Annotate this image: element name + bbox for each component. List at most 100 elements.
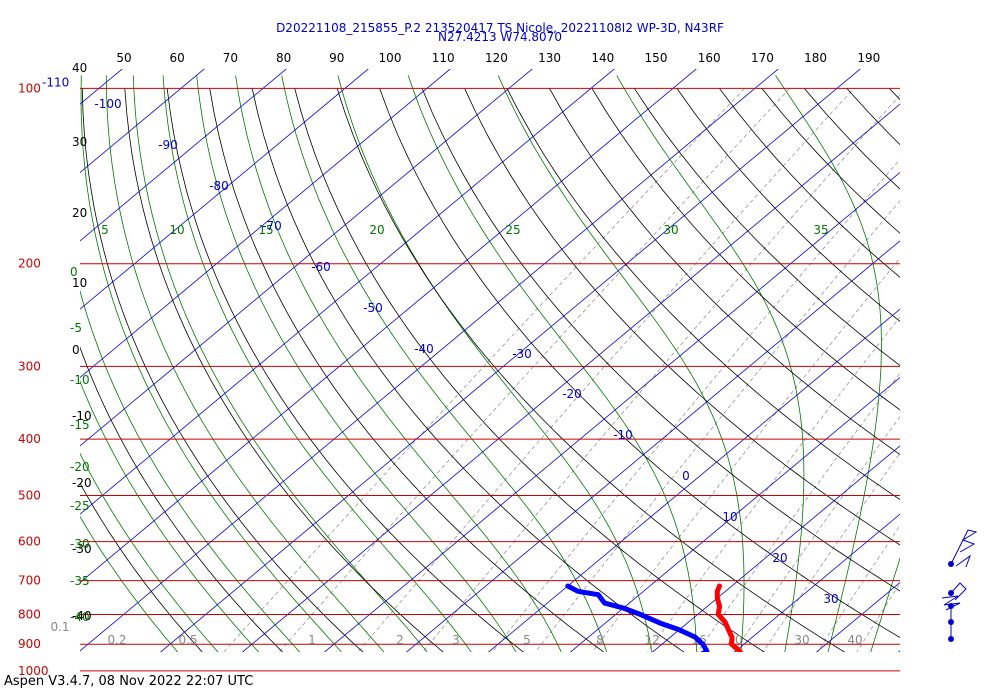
mixing-ratio-label: 2 <box>396 633 404 647</box>
moist-adiabat-line <box>80 75 342 652</box>
dry-adiabat-line <box>209 88 605 652</box>
left-black-label: 20 <box>72 206 87 220</box>
left-green-label: -15 <box>70 418 90 432</box>
sounding-profiles <box>565 583 744 652</box>
wind-barbs <box>941 529 978 642</box>
dry-adiabat-line <box>294 88 765 652</box>
dry-adiabat-line <box>80 346 284 652</box>
pressure-label: 800 <box>18 607 41 621</box>
top-green-label: 30 <box>663 223 678 237</box>
moist-adiabat-line <box>235 75 562 652</box>
dry-adiabat-line <box>506 88 900 501</box>
pressure-label: 100 <box>18 81 41 95</box>
dry-adiabat-line <box>549 88 900 455</box>
moist-adiabat-line <box>497 75 745 652</box>
dry-adiabat-line <box>124 88 444 652</box>
wind-barb-staff <box>950 529 969 565</box>
mixing-ratio-label: 1 <box>308 633 316 647</box>
left-black-label: 40 <box>72 61 87 75</box>
isotherm-label: -100 <box>94 97 121 111</box>
dry-adiabat-line <box>932 88 1000 683</box>
mixing-ratio-label: 0.2 <box>107 633 126 647</box>
dry-adiabat-line <box>889 88 900 101</box>
dewpoint-profile <box>565 583 710 652</box>
top-axis-label: 80 <box>276 51 291 65</box>
pressure-label: 400 <box>18 432 41 446</box>
mixing-ratio-line <box>697 372 900 652</box>
mixing-ratio-label: 3 <box>452 633 460 647</box>
mixing-ratio-line <box>422 94 900 652</box>
left-black-label: -40 <box>72 609 92 623</box>
moist-adiabat-line <box>407 75 698 652</box>
isotherm-line <box>569 376 900 652</box>
mixing-ratio-line <box>357 88 855 652</box>
pressure-label: 300 <box>18 359 41 373</box>
left-black-label: 10 <box>72 276 87 290</box>
isotherm-label: -90 <box>158 138 178 152</box>
top-green-label: 35 <box>813 223 828 237</box>
isotherm-line <box>80 69 287 242</box>
isotherm-line <box>80 69 779 652</box>
isotherm-label: -60 <box>311 260 331 274</box>
moist-adiabat-line <box>80 515 179 652</box>
isotherm-line <box>80 69 205 174</box>
mixing-ratio-label: 30 <box>794 633 809 647</box>
moist-adiabat-line <box>337 75 653 652</box>
dry-adiabat-line <box>421 88 900 592</box>
dry-adiabat-line <box>251 88 685 652</box>
top-axis-label: 90 <box>329 51 344 65</box>
moist-adiabat-line <box>80 452 219 652</box>
isotherm-line <box>323 171 900 652</box>
moist-adiabat-line <box>616 75 805 652</box>
wind-barb-feathers <box>941 595 961 611</box>
top-axis-label: 50 <box>116 51 131 65</box>
isotherm-label: -80 <box>209 179 229 193</box>
top-axis-label: 70 <box>223 51 238 65</box>
dry-adiabats <box>80 88 1000 683</box>
pressure-label: 900 <box>18 637 41 651</box>
top-green-label: 10 <box>169 223 184 237</box>
temperature-profile <box>714 583 744 652</box>
left-green-label: -10 <box>70 373 90 387</box>
isotherm-label: 0 <box>682 469 690 483</box>
left-green-label: -30 <box>70 537 90 551</box>
dry-adiabat-line <box>336 88 846 652</box>
moist-adiabat-line <box>281 75 608 652</box>
mixing-ratio-line <box>762 452 900 652</box>
mixing-ratio-line <box>733 416 900 652</box>
dry-adiabat-line <box>591 88 900 411</box>
chart-title: D20221108_215855_P.2 213520417 TS Nicole… <box>276 21 724 35</box>
dry-adiabat-line <box>379 88 900 639</box>
isotherm-label: 20 <box>772 551 787 565</box>
dry-adiabat-line <box>464 88 900 546</box>
pressure-label: 1000 <box>18 664 49 678</box>
dry-adiabat-line <box>80 482 203 652</box>
left-green-label: -35 <box>70 574 90 588</box>
mixing-ratio-label: 5 <box>523 633 531 647</box>
mixing-ratio-line <box>591 257 900 652</box>
isotherm-line <box>80 69 615 515</box>
moist-adiabat-line <box>162 75 472 652</box>
isotherm-line <box>405 240 900 652</box>
isotherm-label: -50 <box>363 301 383 315</box>
mixing-ratio-line <box>647 316 900 652</box>
footer-version-timestamp: Aspen V3.4.7, 08 Nov 2022 22:07 UTC <box>4 674 254 689</box>
top-green-label: 5 <box>101 223 109 237</box>
top-axis-label: 60 <box>170 51 185 65</box>
pressure-label: 600 <box>18 535 41 549</box>
chart-subtitle-location: N27.4213 W74.8070 <box>438 30 562 44</box>
left-green-label: -25 <box>70 499 90 513</box>
top-axis-label: 190 <box>857 51 880 65</box>
dry-adiabat-line <box>719 88 900 278</box>
left-black-label: 0 <box>72 343 80 357</box>
moist-adiabats <box>80 75 900 652</box>
isotherm-label: -30 <box>512 347 532 361</box>
left-black-label: -10 <box>72 409 92 423</box>
top-axis-label: 120 <box>485 51 508 65</box>
mixing-ratio-label: 40 <box>847 633 862 647</box>
mixing-ratio-label: 8 <box>596 633 604 647</box>
mixing-ratio-label: 0.1 <box>50 620 69 634</box>
left-black-label: -20 <box>72 476 92 490</box>
wind-barb-feathers <box>950 582 967 601</box>
